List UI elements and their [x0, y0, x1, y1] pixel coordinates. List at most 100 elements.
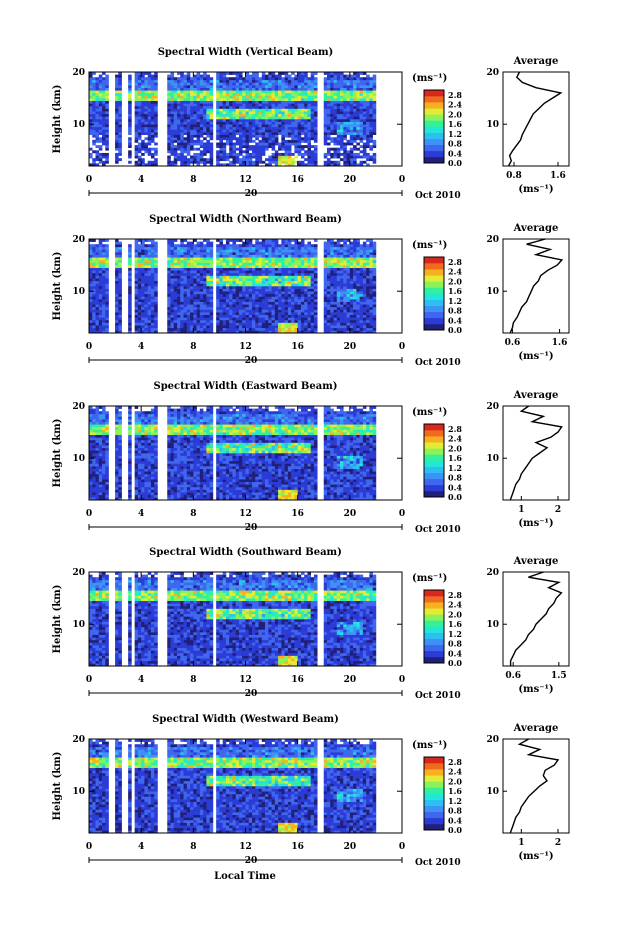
- heatmap-cell: [268, 275, 272, 279]
- heatmap-cell: [141, 252, 145, 255]
- heatmap-cell: [252, 100, 256, 104]
- heatmap-cell: [369, 95, 373, 99]
- heatmap-cell: [137, 325, 142, 329]
- heatmap-cell: [248, 139, 253, 143]
- heatmap-cell: [105, 265, 109, 269]
- heatmap-cell: [167, 317, 171, 321]
- heatmap-cell: [310, 85, 315, 88]
- heatmap-cell: [333, 147, 338, 151]
- heatmap-cell: [232, 121, 237, 125]
- heatmap-cell: [336, 126, 341, 130]
- heatmap-cell: [173, 111, 178, 115]
- heatmap-cell: [206, 90, 210, 94]
- heatmap-cell: [141, 152, 145, 156]
- heatmap-cell: [245, 132, 250, 135]
- heatmap-cell: [235, 113, 240, 117]
- heatmap-cell: [95, 92, 100, 96]
- heatmap-cell: [294, 296, 298, 300]
- heatmap-cell: [98, 239, 103, 242]
- heatmap-cell: [150, 244, 155, 248]
- heatmap-cell: [349, 129, 354, 133]
- heatmap-cell: [245, 246, 250, 250]
- heatmap-cell: [359, 103, 364, 107]
- heatmap-cell: [313, 322, 318, 326]
- heatmap-cell: [278, 299, 282, 302]
- heatmap-cell: [304, 265, 308, 269]
- heatmap-cell: [183, 92, 188, 96]
- heatmap-cell: [245, 139, 250, 143]
- heatmap-cell: [310, 152, 315, 156]
- heatmap-cell: [209, 100, 214, 104]
- heatmap-cell: [252, 147, 256, 151]
- heatmap-cell: [141, 105, 145, 109]
- heatmap-cell: [268, 90, 272, 94]
- heatmap-cell: [307, 241, 312, 245]
- heatmap-cell: [193, 74, 197, 78]
- heatmap-cell: [225, 319, 230, 323]
- heatmap-cell: [206, 82, 210, 86]
- heatmap: [89, 239, 377, 334]
- heatmap-cell: [330, 113, 334, 117]
- heatmap-cell: [196, 286, 201, 289]
- heatmap-cell: [235, 95, 240, 99]
- heatmap-cell: [242, 160, 246, 164]
- heatmap-cell: [255, 152, 259, 156]
- heatmap-cell: [105, 103, 109, 107]
- heatmap-cell: [118, 92, 122, 96]
- heatmap-cell: [105, 286, 109, 289]
- heatmap-cell: [154, 312, 158, 316]
- heatmap-cell: [216, 262, 220, 266]
- heatmap-cell: [245, 270, 250, 274]
- heatmap-cell: [291, 288, 295, 292]
- heatmap-cell: [98, 119, 103, 122]
- heatmap-cell: [216, 121, 220, 125]
- heatmap-cell: [137, 108, 142, 112]
- heatmap-cell: [252, 330, 256, 334]
- heatmap-cell: [102, 132, 106, 135]
- heatmap-cell: [245, 152, 250, 156]
- heatmap-cell: [190, 259, 194, 263]
- heatmap-cell: [183, 113, 188, 117]
- heatmap-cell: [180, 111, 184, 115]
- heatmap-cell: [268, 312, 272, 316]
- heatmap-cell: [284, 142, 289, 146]
- heatmap-cell: [180, 317, 184, 321]
- heatmap-cell: [170, 259, 175, 263]
- heatmap-cell: [327, 293, 331, 297]
- heatmap-cell: [340, 129, 344, 133]
- heatmap-cell: [294, 87, 298, 91]
- heatmap-cell: [323, 119, 328, 122]
- heatmap-cell: [258, 309, 263, 313]
- heatmap-cell: [177, 301, 181, 305]
- heatmap-cell: [297, 87, 302, 91]
- heatmap-cell: [203, 262, 207, 266]
- heatmap-cell: [147, 124, 152, 128]
- heatmap-cell: [141, 92, 145, 96]
- heatmap-cell: [300, 299, 305, 302]
- heatmap-cell: [252, 121, 256, 125]
- heatmap-cell: [180, 293, 184, 297]
- heatmap-cell: [95, 139, 100, 143]
- heatmap-cell: [274, 150, 279, 154]
- heatmap-cell: [313, 270, 318, 274]
- heatmap-cell: [248, 317, 253, 321]
- heatmap-cell: [252, 132, 256, 135]
- heatmap-cell: [268, 134, 272, 138]
- heatmap-cell: [255, 246, 259, 250]
- heatmap-cell: [222, 163, 227, 167]
- heatmap-cell: [89, 92, 93, 96]
- heatmap-cell: [356, 124, 360, 128]
- heatmap-cell: [297, 116, 302, 120]
- heatmap-cell: [170, 111, 175, 115]
- heatmap-cell: [219, 116, 223, 120]
- heatmap-cell: [242, 322, 246, 326]
- heatmap-cell: [261, 299, 266, 302]
- heatmap-cell: [219, 137, 223, 141]
- heatmap-cell: [297, 314, 302, 318]
- heatmap-cell: [258, 267, 263, 271]
- heatmap-cell: [134, 155, 139, 159]
- heatmap-cell: [330, 257, 334, 261]
- heatmap-cell: [177, 158, 181, 162]
- heatmap-cell: [235, 283, 240, 287]
- heatmap-cell: [261, 314, 266, 318]
